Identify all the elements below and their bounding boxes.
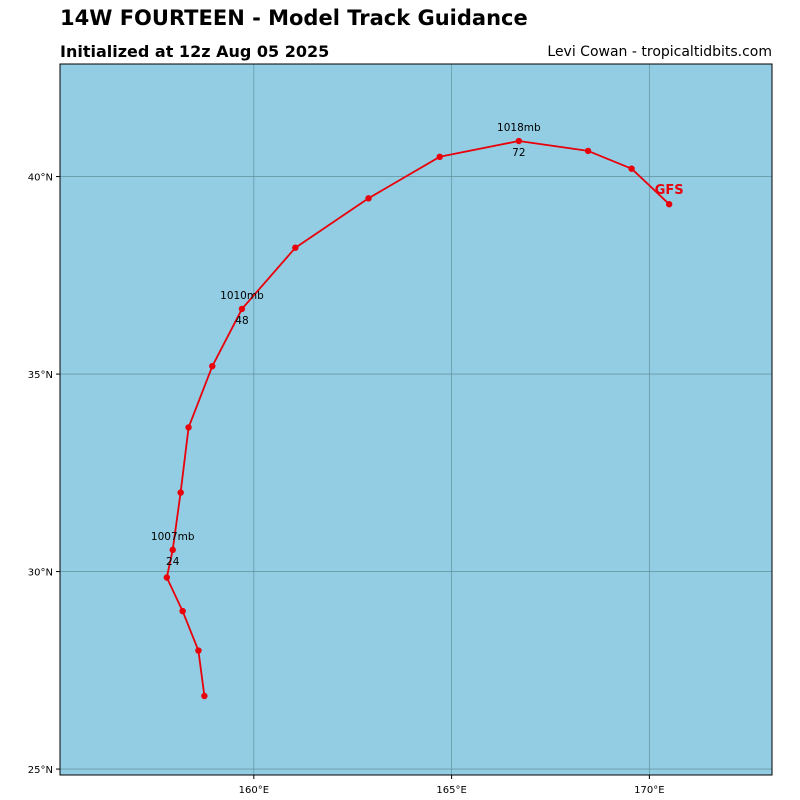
track-point	[185, 424, 192, 431]
lat-tick-label: 25°N	[28, 765, 53, 776]
grid-lines	[60, 64, 772, 775]
credit-label: Levi Cowan - tropicaltidbits.com	[547, 44, 772, 60]
forecast-hour-label: 48	[235, 315, 248, 327]
track-point	[515, 137, 523, 145]
lat-tick-label: 30°N	[28, 568, 53, 579]
track-point	[665, 201, 673, 208]
track-point	[365, 195, 372, 202]
pressure-label: 1007mb	[151, 531, 195, 543]
track-point	[163, 574, 170, 581]
page-title: 14W FOURTEEN - Model Track Guidance	[60, 6, 528, 30]
map-ocean	[59, 63, 773, 776]
pressure-label: 1018mb	[497, 122, 541, 134]
lon-tick-label: 165°E	[436, 785, 466, 796]
track-labels: 1007mb 24 1010mb 48 1018mb 72 GFS	[151, 122, 684, 568]
pressure-label: 1010mb	[220, 290, 264, 302]
track-point	[195, 647, 202, 654]
track-point	[179, 607, 186, 615]
track-point	[209, 362, 216, 370]
track-point	[169, 546, 176, 554]
gfs-track	[163, 137, 673, 700]
lon-tick-label: 170°E	[634, 785, 664, 796]
track-point	[177, 489, 184, 496]
track-point	[292, 244, 299, 251]
init-time-subtitle: Initialized at 12z Aug 05 2025	[60, 42, 330, 61]
track-line	[165, 140, 670, 697]
track-point	[584, 147, 592, 155]
map-frame	[59, 63, 773, 776]
track-point	[628, 165, 635, 172]
track-point	[201, 692, 208, 700]
forecast-hour-label: 72	[512, 147, 525, 159]
model-label-gfs: GFS	[655, 183, 684, 198]
track-point	[436, 153, 443, 161]
lon-tick-label: 160°E	[239, 785, 269, 796]
axis-ticks: 160°E 165°E 170°E 25°N 30°N 35°N 40°N	[28, 173, 665, 796]
lat-tick-label: 40°N	[28, 173, 53, 184]
lat-tick-label: 35°N	[28, 370, 53, 381]
track-point	[238, 305, 246, 313]
forecast-hour-label: 24	[166, 556, 180, 568]
